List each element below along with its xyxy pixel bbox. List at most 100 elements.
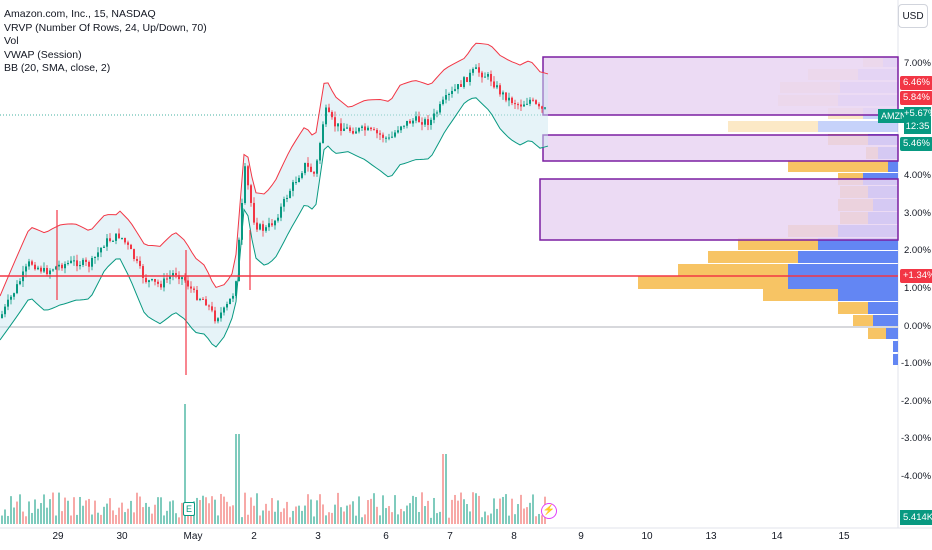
volume-bar (136, 492, 138, 524)
volume-bar (142, 507, 144, 524)
candle-body (169, 276, 171, 279)
candle-body (385, 137, 387, 139)
volume-bar (481, 517, 483, 524)
volume-bars (1, 404, 546, 524)
candle-body (499, 85, 501, 95)
candle-body (238, 239, 240, 282)
candle-body (136, 258, 138, 261)
candle-body (478, 67, 480, 73)
volume-bar (370, 498, 372, 524)
volume-bar (331, 512, 333, 524)
candle-body (10, 296, 12, 300)
earnings-marker[interactable]: E (183, 502, 195, 516)
volume-bar (352, 501, 354, 524)
candle-body (247, 166, 249, 186)
volume-bar (199, 500, 201, 524)
bar-countdown: 12:35 (905, 120, 930, 132)
time-axis-label: 6 (383, 531, 389, 542)
volume-bar (1, 515, 3, 524)
volume-bar (355, 515, 357, 524)
volume-bar (112, 510, 114, 524)
legend-symbol[interactable]: Amazon.com, Inc., 15, NASDAQ (4, 8, 156, 20)
volume-bar (124, 512, 126, 524)
drawing-rectangle-2[interactable] (542, 134, 899, 162)
candle-body (31, 261, 33, 265)
volume-bar (436, 513, 438, 524)
candle-body (283, 198, 285, 207)
volume-bar (397, 514, 399, 524)
volume-bar (25, 516, 27, 524)
candle-body (334, 117, 336, 127)
volume-bar (232, 505, 234, 524)
volume-bar (349, 504, 351, 524)
candle-body (133, 249, 135, 259)
candle-body (61, 264, 63, 269)
volume-bar (430, 517, 432, 524)
volume-profile-down (853, 315, 873, 326)
volume-bar (334, 504, 336, 524)
candle-body (124, 237, 126, 243)
bollinger-upper-line (0, 42, 549, 297)
currency-button[interactable]: USD (898, 4, 928, 28)
candle-body (484, 76, 486, 78)
volume-bar (37, 508, 39, 524)
volume-profile-up (888, 160, 898, 172)
volume-bar (364, 514, 366, 524)
volume-bar (400, 508, 402, 524)
candle-body (88, 261, 90, 267)
candle-body (409, 120, 411, 124)
upper-band-tag: 6.46% (900, 76, 932, 90)
price-axis-label: -1.00% (901, 358, 932, 369)
time-axis-label: May (183, 531, 203, 542)
candle-body (520, 104, 522, 107)
volume-bar (535, 516, 537, 524)
legend-vrvp[interactable]: VRVP (Number Of Rows, 24, Up/Down, 70) (4, 21, 207, 34)
candle-body (310, 166, 312, 172)
candle-body (175, 273, 177, 276)
volume-bar (106, 503, 108, 524)
volume-profile-up (893, 354, 898, 365)
volume-bar (505, 494, 507, 524)
candle-body (82, 259, 84, 265)
candle-body (361, 126, 363, 128)
candle-body (64, 263, 66, 269)
lightning-icon[interactable]: ⚡ (541, 503, 557, 519)
candle-body (445, 95, 447, 100)
candle-body (106, 238, 108, 247)
candle-body (76, 260, 78, 267)
candle-body (394, 132, 396, 137)
candle-body (364, 126, 366, 131)
drawing-rectangle-3[interactable] (539, 178, 899, 241)
volume-bar (130, 500, 132, 524)
volume-tag: 5.414K (900, 510, 932, 525)
candle-body (340, 123, 342, 131)
legend-bb[interactable]: BB (20, SMA, close, 2) (4, 62, 111, 75)
volume-bar (538, 513, 540, 524)
volume-bar (337, 492, 339, 524)
candle-body (40, 267, 42, 272)
volume-bar (379, 515, 381, 524)
indicator-legend: Amazon.com, Inc., 15, NASDAQ VRVP (Numbe… (4, 8, 207, 76)
candle-body (274, 220, 276, 226)
candle-body (448, 93, 450, 96)
time-axis-label: 13 (705, 531, 717, 542)
drawing-rectangle-1[interactable] (542, 56, 899, 116)
price-axis-label: -2.00% (901, 396, 932, 407)
volume-bar (79, 496, 81, 524)
candle-body (277, 217, 279, 221)
price-axis-label: 1.00% (904, 283, 931, 294)
candle-body (397, 130, 399, 133)
candle-body (325, 107, 327, 125)
volume-bar (61, 511, 63, 524)
candle-body (172, 273, 174, 277)
volume-bar (181, 502, 183, 524)
candle-body (115, 233, 117, 241)
legend-vwap[interactable]: VWAP (Session) (4, 48, 82, 61)
volume-bar (496, 508, 498, 524)
candle-body (1, 314, 3, 318)
legend-vol[interactable]: Vol (4, 35, 19, 48)
volume-bar (91, 514, 93, 524)
candle-body (373, 129, 375, 131)
